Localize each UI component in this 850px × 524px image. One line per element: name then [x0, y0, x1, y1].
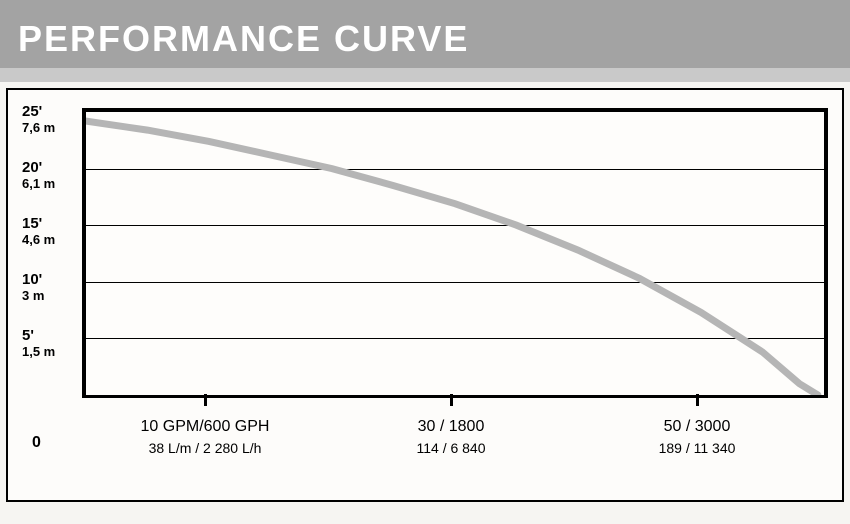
y-tick-primary: 5': [22, 328, 76, 345]
y-tick-primary: 15': [22, 216, 76, 233]
y-tick-secondary: 3 m: [22, 289, 76, 303]
header-underline: [0, 68, 850, 82]
x-tick-primary: 30 / 1800: [416, 418, 485, 436]
y-tick-secondary: 7,6 m: [22, 121, 76, 135]
y-tick-label: 20' 6,1 m: [22, 160, 76, 191]
chart-container: 25' 7,6 m 20' 6,1 m 15' 4,6 m 10' 3 m 5'…: [6, 88, 844, 502]
page-header: PERFORMANCE CURVE: [0, 0, 850, 68]
x-tick-mark: [696, 394, 699, 406]
chart-area: 25' 7,6 m 20' 6,1 m 15' 4,6 m 10' 3 m 5'…: [82, 108, 828, 418]
x-tick-label: 50 / 3000 189 / 11 340: [659, 418, 736, 456]
x-tick-secondary: 38 L/m / 2 280 L/h: [141, 440, 270, 456]
y-zero-label: 0: [32, 434, 41, 452]
y-tick-primary: 25': [22, 104, 76, 121]
y-tick-label: 25' 7,6 m: [22, 104, 76, 135]
x-tick-primary: 10 GPM/600 GPH: [141, 418, 270, 436]
x-tick-mark: [450, 394, 453, 406]
page-title: PERFORMANCE CURVE: [18, 18, 469, 59]
y-tick-secondary: 4,6 m: [22, 233, 76, 247]
x-tick-label: 10 GPM/600 GPH 38 L/m / 2 280 L/h: [141, 418, 270, 456]
plot-region: [82, 108, 828, 398]
y-tick-label: 10' 3 m: [22, 272, 76, 303]
y-tick-label: 5' 1,5 m: [22, 328, 76, 359]
x-tick-label: 30 / 1800 114 / 6 840: [416, 418, 485, 456]
y-tick-primary: 10': [22, 272, 76, 289]
performance-curve: [86, 112, 824, 395]
x-tick-primary: 50 / 3000: [659, 418, 736, 436]
y-tick-primary: 20': [22, 160, 76, 177]
x-tick-secondary: 189 / 11 340: [659, 440, 736, 456]
y-tick-secondary: 1,5 m: [22, 345, 76, 359]
x-tick-secondary: 114 / 6 840: [416, 440, 485, 456]
y-tick-label: 15' 4,6 m: [22, 216, 76, 247]
y-tick-secondary: 6,1 m: [22, 177, 76, 191]
x-tick-mark: [204, 394, 207, 406]
